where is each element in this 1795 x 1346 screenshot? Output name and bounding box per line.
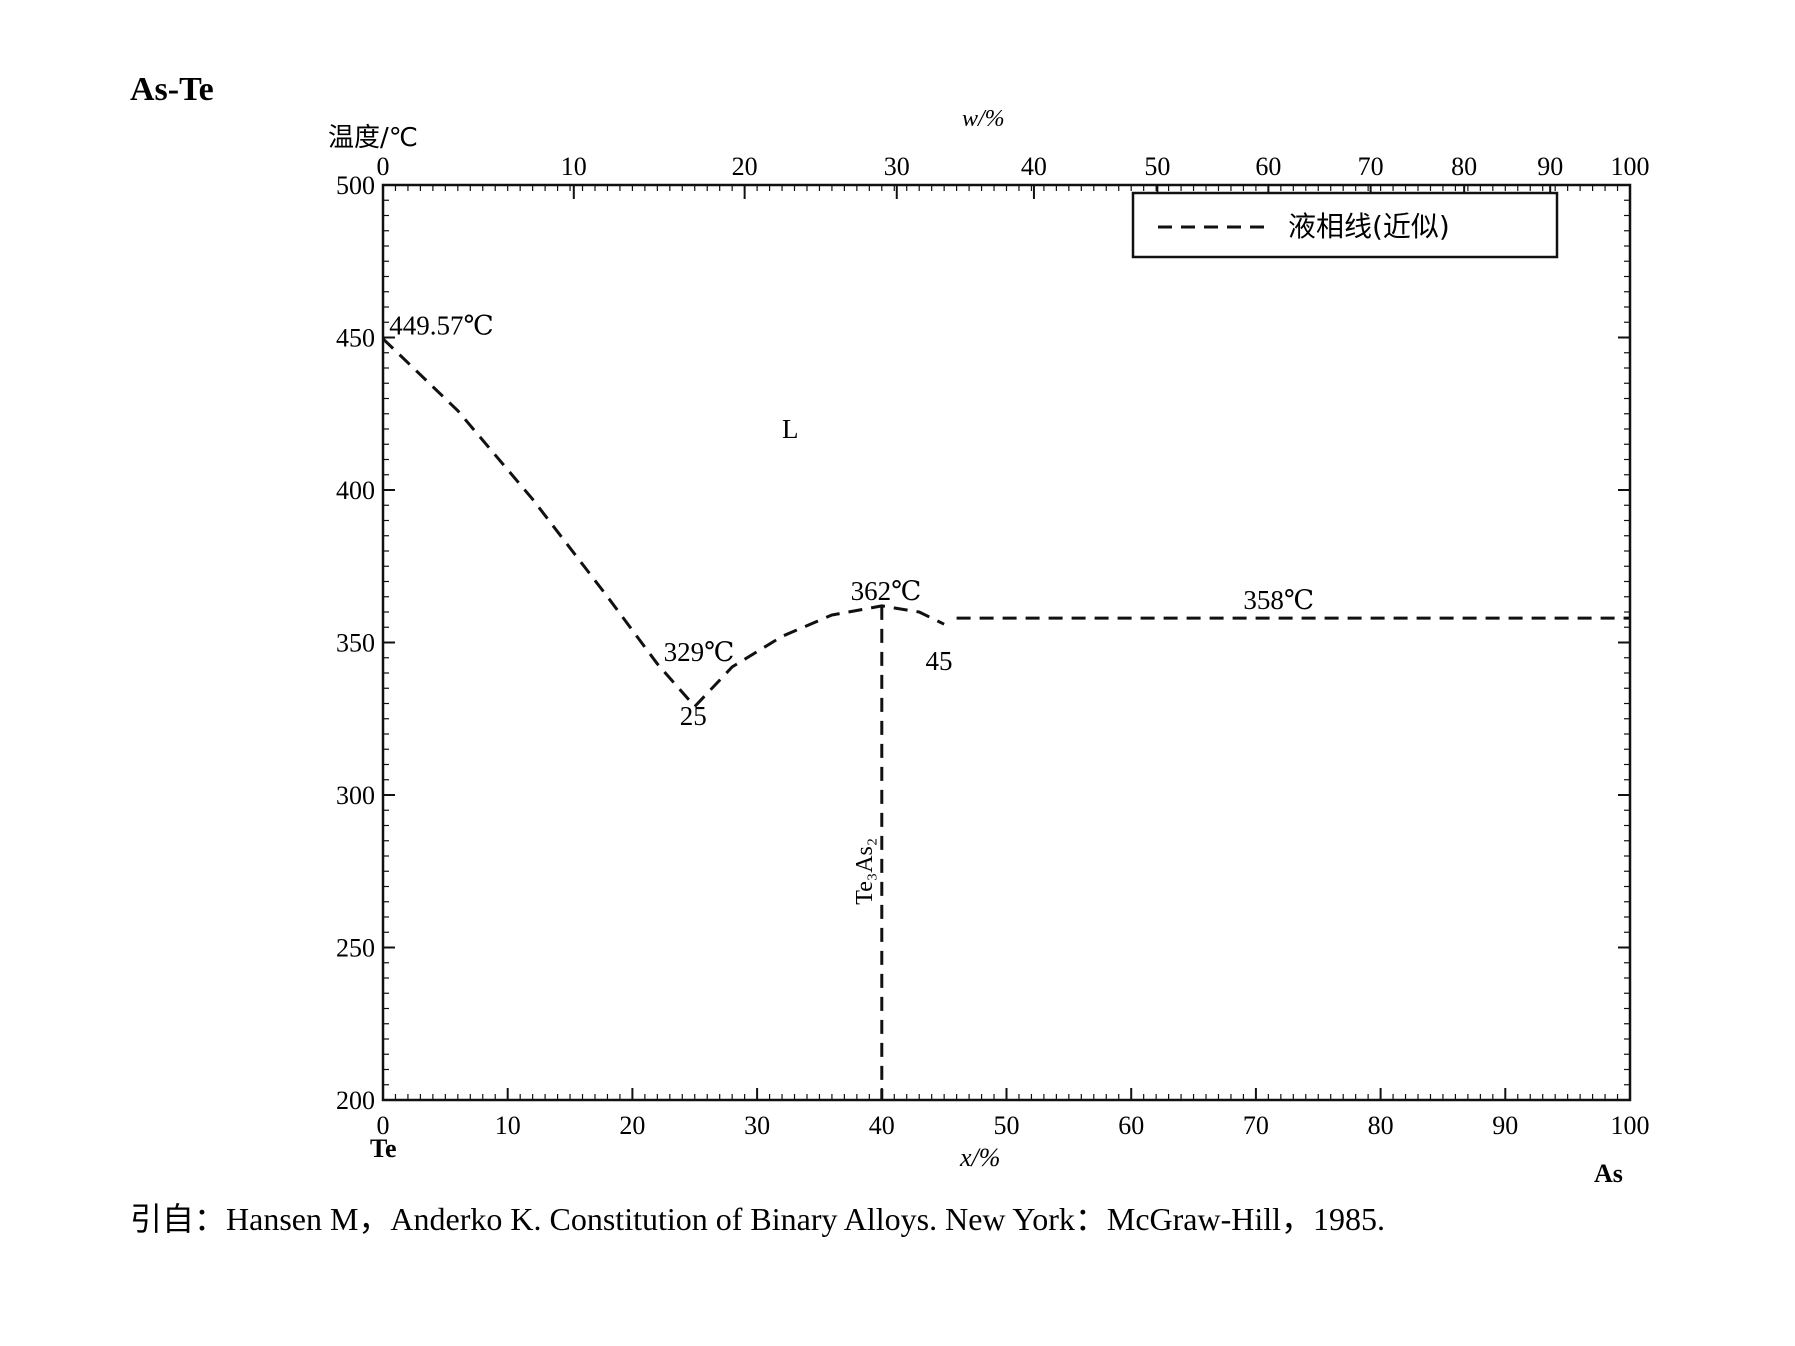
bottom-axis-label: x/% — [959, 1143, 1000, 1172]
x-tick-label-bottom: 80 — [1368, 1111, 1394, 1140]
annotation-label: 449.57℃ — [389, 310, 493, 340]
liquidus-line-2 — [693, 604, 945, 708]
x-tick-label-top: 60 — [1255, 152, 1281, 181]
y-tick-label: 250 — [336, 934, 375, 963]
x-tick-label-top: 80 — [1451, 152, 1477, 181]
y-tick-label: 400 — [336, 476, 375, 505]
axis-ticks — [382, 184, 1631, 1101]
liquidus-line-1 — [381, 337, 696, 708]
y-axis-label: 温度/℃ — [328, 123, 418, 153]
x-tick-label-top: 10 — [561, 152, 587, 181]
right-element-label: As — [1594, 1159, 1623, 1188]
chart-title: As-Te — [130, 71, 214, 108]
x-tick-label-top: 90 — [1537, 152, 1563, 181]
x-tick-label-bottom: 90 — [1492, 1111, 1518, 1140]
legend-box — [1131, 191, 1559, 259]
left-element-label: Te — [370, 1134, 397, 1163]
legend: 液相线(近似) — [1131, 191, 1559, 259]
y-tick-label: 450 — [336, 324, 375, 353]
x-tick-label-top: 40 — [1021, 152, 1047, 181]
x-tick-label-bottom: 50 — [994, 1111, 1020, 1140]
annotation-label: 45 — [925, 646, 952, 676]
annotations: 449.57℃ L 362℃ 358℃ 329℃ 25 45 — [389, 310, 1314, 730]
citation: 引自：Hansen M，Anderko K. Constitution of B… — [130, 1201, 1385, 1237]
liquidus-series — [381, 337, 1630, 1100]
top-axis-label: w/% — [962, 106, 1005, 132]
x-tick-label-bottom: 70 — [1243, 1111, 1269, 1140]
x-tick-label-top: 30 — [884, 152, 910, 181]
x-tick-label-bottom: 10 — [495, 1111, 521, 1140]
y-tick-label: 500 — [336, 171, 375, 200]
annotation-label: 329℃ — [664, 637, 735, 667]
y-tick-label: 350 — [336, 629, 375, 658]
x-tick-label-top: 0 — [377, 152, 390, 181]
annotation-label: L — [782, 414, 799, 444]
annotation-label: 25 — [680, 701, 707, 731]
x-tick-label-top: 20 — [732, 152, 758, 181]
plot-frame — [381, 183, 1632, 1102]
x-tick-label-bottom: 100 — [1611, 1111, 1650, 1140]
x-tick-label-top: 100 — [1611, 152, 1650, 181]
legend-label: 液相线(近似) — [1288, 210, 1450, 243]
x-tick-label-bottom: 20 — [619, 1111, 645, 1140]
y-tick-label: 200 — [336, 1086, 375, 1115]
annotation-label: 358℃ — [1243, 585, 1314, 615]
x-tick-label-bottom: 40 — [869, 1111, 895, 1140]
x-tick-label-top: 70 — [1358, 152, 1384, 181]
x-tick-label-bottom: 30 — [744, 1111, 770, 1140]
x-tick-label-bottom: 0 — [377, 1111, 390, 1140]
x-tick-label-bottom: 60 — [1118, 1111, 1144, 1140]
x-tick-label-top: 50 — [1144, 152, 1170, 181]
annotation-label: 362℃ — [851, 576, 922, 606]
y-tick-label: 300 — [336, 781, 375, 810]
phase-label-te3as2: Te₃As₂ — [852, 838, 878, 905]
